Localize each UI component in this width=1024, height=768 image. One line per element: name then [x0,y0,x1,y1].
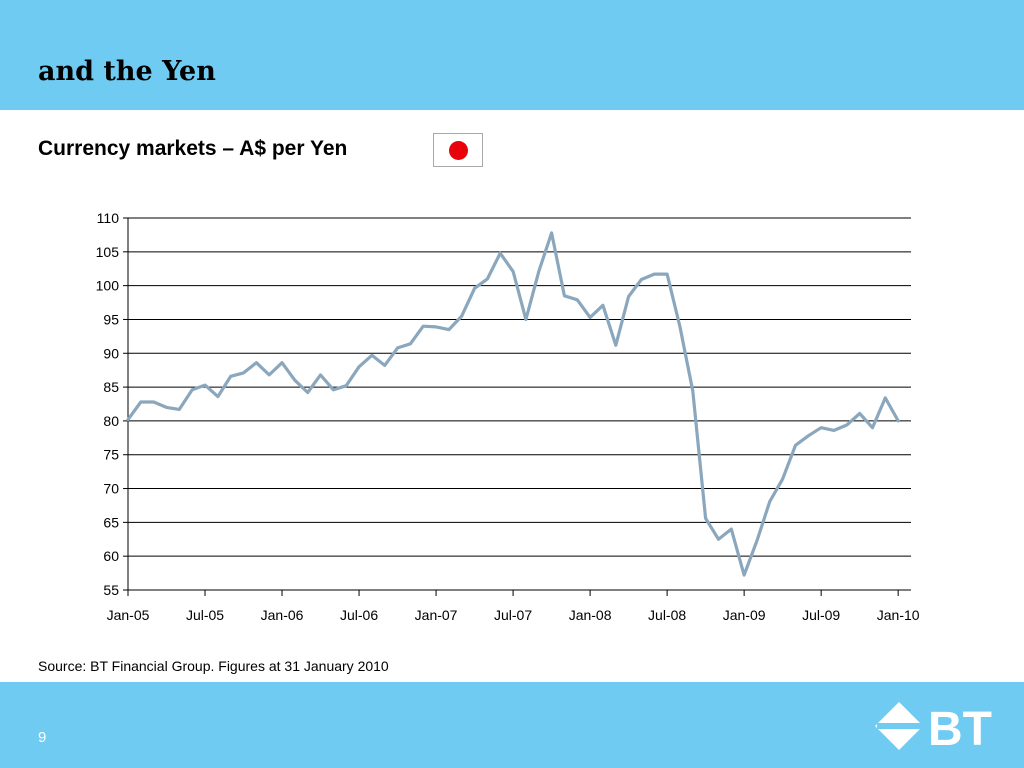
flag-disc [449,141,468,160]
footer-band [0,682,1024,768]
page-number: 9 [38,729,47,746]
x-tick-label: Jul-08 [648,607,686,623]
y-tick-label: 80 [103,413,119,429]
y-tick-label: 100 [96,278,120,294]
y-tick-label: 60 [103,548,119,564]
x-tick-label: Jan-08 [569,607,612,623]
japan-flag-icon [433,133,483,167]
x-tick-label: Jan-05 [107,607,150,623]
y-tick-label: 70 [103,481,119,497]
series-line [126,231,900,577]
chart-gridlines [123,217,911,591]
y-tick-label: 110 [97,210,120,226]
x-axis-tick-labels: Jan-05 Jul-05 Jan-06 Jul-06 Jan-07 Jul-07 Jan-… [107,607,920,623]
slide-title: and the Yen [38,56,216,87]
x-tick-label: Jul-05 [186,607,224,623]
y-axis-tick-labels: 55 60 65 70 75 80 85 90 95 100 105 110 [96,210,120,598]
x-tick-label: Jul-06 [340,607,378,623]
x-tick-label: Jul-07 [494,607,532,623]
bt-logo-icon: BT [875,702,992,752]
y-tick-label: 55 [103,582,119,598]
chart-subtitle: Currency markets – A$ per Yen [38,137,348,160]
y-tick-label: 65 [103,514,119,530]
x-tick-label: Jul-09 [802,607,840,623]
x-tick-label: Jan-07 [415,607,458,623]
source-note: Source: BT Financial Group. Figures at 3… [38,658,389,674]
x-tick-label: Jan-10 [877,607,920,623]
chart-series [126,231,900,577]
x-tick-label: Jan-09 [723,607,766,623]
bt-logo-bar [877,723,923,729]
bt-logo-text: BT [928,703,992,752]
header-band [0,0,1024,110]
y-tick-label: 105 [96,244,120,260]
x-tick-label: Jan-06 [261,607,304,623]
y-tick-label: 95 [103,311,119,327]
y-tick-label: 90 [103,345,119,361]
line-chart: 55 60 65 70 75 80 85 90 95 100 105 110 Jan-05 Jul-05… [96,210,920,623]
y-tick-label: 75 [103,447,119,463]
chart-axes [127,218,911,596]
y-tick-label: 85 [103,379,119,395]
